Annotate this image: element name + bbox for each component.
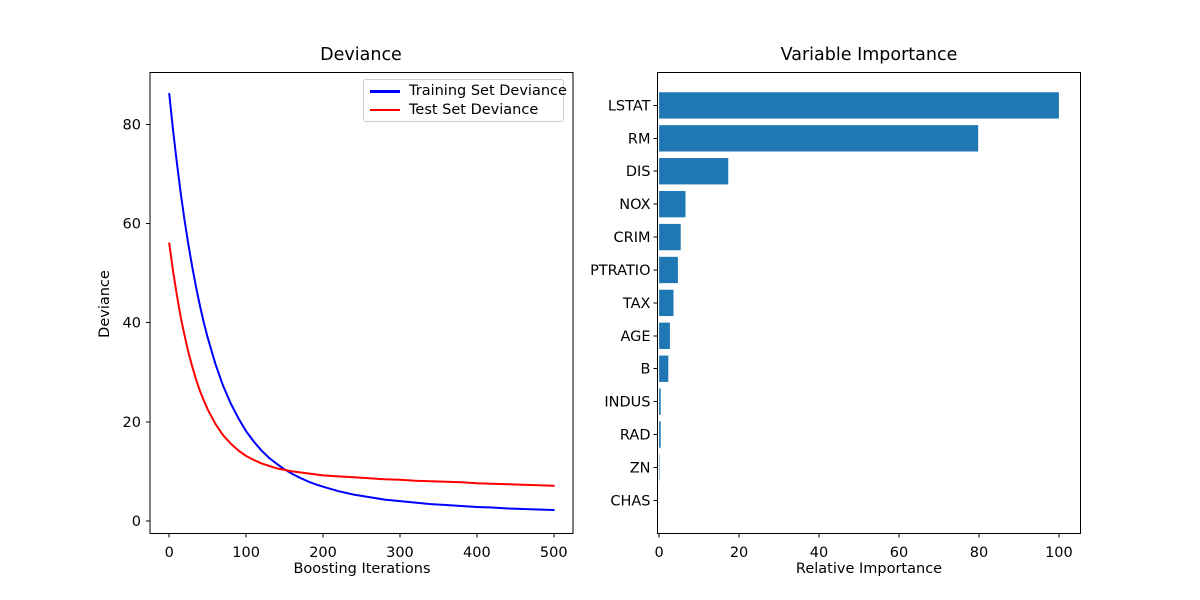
test-line-swatch — [370, 108, 400, 111]
right-chart-title: Variable Importance — [780, 45, 958, 65]
x-tick-label: 300 — [386, 545, 414, 561]
category-label: RAD — [620, 428, 651, 444]
y-tick-label: 20 — [123, 415, 141, 431]
importance-bar-indus — [659, 388, 661, 415]
x-tick-label: 0 — [165, 545, 174, 561]
category-label: RM — [628, 131, 651, 147]
category-label: NOX — [619, 197, 650, 213]
left-chart-title: Deviance — [320, 45, 402, 65]
test-legend-label: Test Set Deviance — [409, 101, 539, 118]
legend-entry-training: Training Set Deviance — [364, 82, 567, 101]
category-label: INDUS — [604, 395, 650, 411]
training-legend-label: Training Set Deviance — [409, 83, 567, 100]
x-tick-label: 100 — [1045, 545, 1073, 561]
category-label: LSTAT — [608, 98, 651, 114]
x-tick-label: 200 — [309, 545, 337, 561]
training-deviance-curve — [168, 92, 555, 512]
importance-bar-nox — [659, 190, 686, 218]
importance-bar-tax — [659, 289, 674, 317]
category-label: CHAS — [610, 493, 650, 509]
left-axes-frame — [149, 72, 574, 534]
right-chart-xlabel: Relative Importance — [795, 561, 943, 577]
y-tick-label: 0 — [132, 514, 141, 530]
y-tick-label: 60 — [123, 217, 141, 233]
importance-bar-ptratio — [659, 256, 678, 284]
importance-bar-lstat — [659, 92, 1059, 119]
x-tick-label: 40 — [810, 545, 828, 561]
category-label: AGE — [620, 329, 650, 345]
y-tick-label: 40 — [123, 316, 141, 332]
importance-bar-age — [659, 322, 670, 349]
training-line-swatch — [370, 90, 400, 93]
x-tick-label: 400 — [463, 545, 491, 561]
legend-entry-test: Test Set Deviance — [364, 101, 563, 120]
y-tick-label: 80 — [123, 118, 141, 134]
legend-box: Training Set Deviance Test Set Deviance — [363, 79, 567, 122]
category-label: PTRATIO — [590, 263, 650, 279]
importance-bar-rm — [659, 125, 979, 152]
x-tick-label: 100 — [232, 545, 260, 561]
category-label: TAX — [622, 296, 651, 312]
test-deviance-curve — [168, 242, 555, 487]
category-label: ZN — [630, 460, 651, 476]
category-label: DIS — [626, 164, 651, 180]
importance-bar-crim — [659, 223, 681, 251]
x-tick-label: 20 — [730, 545, 748, 561]
importance-bar-rad — [659, 421, 661, 448]
left-chart: 0 100 200 300 400 500 0 20 40 60 80 — [123, 72, 574, 561]
right-chart: LSTAT RM DIS NOX CRIM PTRATIO TAX AGE B INDUS RAD Z… — [590, 72, 1081, 561]
category-label: CRIM — [614, 230, 651, 246]
importance-bar-dis — [659, 158, 729, 185]
x-tick-label: 80 — [970, 545, 988, 561]
left-chart-xlabel: Boosting Iterations — [293, 561, 431, 577]
importance-bar-b — [659, 355, 669, 382]
category-label: B — [641, 362, 651, 378]
left-chart-ylabel: Deviance — [97, 270, 113, 338]
x-tick-label: 0 — [654, 545, 663, 561]
x-tick-label: 500 — [540, 545, 568, 561]
x-tick-label: 60 — [890, 545, 908, 561]
